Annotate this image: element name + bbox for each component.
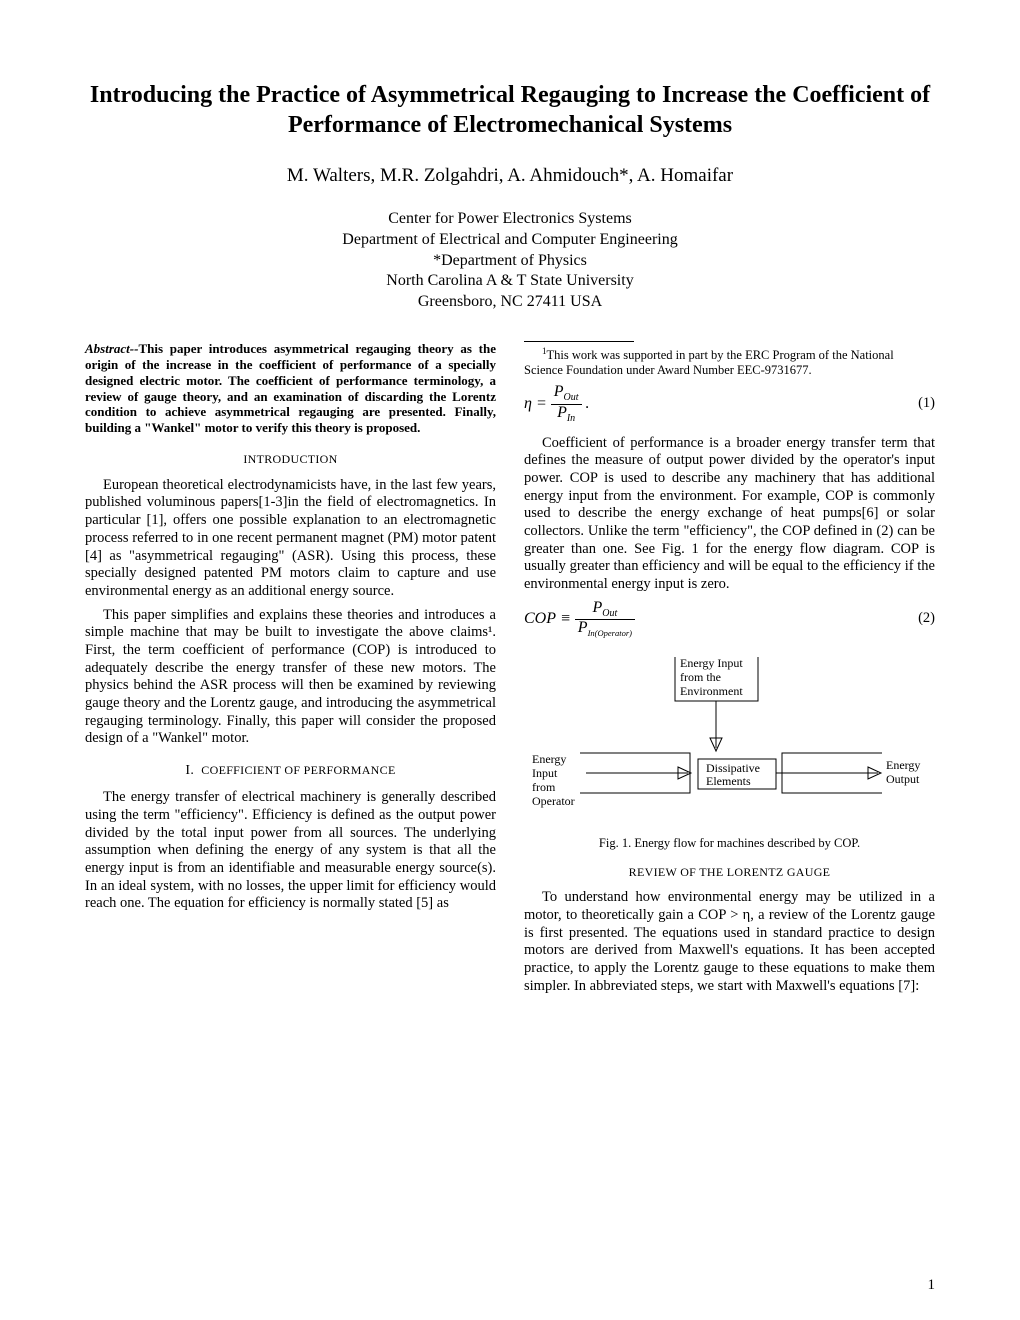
abstract-block: Abstract--This paper introduces asymmetr… [85, 341, 496, 436]
fig1-env-l1: Energy Input [680, 656, 743, 670]
equation-1-body: η = POutPIn . [524, 384, 590, 424]
section-title-cop: COEFFICIENT OF PERFORMANCE [201, 763, 395, 777]
fig1-box-l1: Dissipative [706, 761, 760, 775]
two-column-body: Abstract--This paper introduces asymmetr… [85, 341, 935, 996]
section-heading-lorentz: REVIEW OF THE LORENTZ GAUGE [524, 865, 935, 880]
fig1-box-l2: Elements [706, 774, 751, 788]
abstract-text: This paper introduces asymmetrical regau… [85, 341, 496, 435]
page-number: 1 [928, 1277, 936, 1294]
equation-2-number: (2) [918, 610, 935, 628]
section-num-1: I. [185, 763, 194, 778]
abstract-lead: Abstract-- [85, 341, 138, 356]
fig1-env-l2: from the [680, 670, 721, 684]
figure-1: Energy Input from the Environment Energy… [524, 653, 935, 851]
figure-1-caption: Fig. 1. Energy flow for machines describ… [524, 836, 935, 851]
section-heading-intro: INTRODUCTION [85, 452, 496, 467]
affiliation-l2: Department of Electrical and Computer En… [342, 231, 677, 248]
fig1-op-l3: from [532, 780, 556, 794]
intro-paragraph-2: This paper simplifies and explains these… [85, 607, 496, 749]
section-heading-cop: I. COEFFICIENT OF PERFORMANCE [85, 762, 496, 779]
authors-line: M. Walters, M.R. Zolgahdri, A. Ahmidouch… [85, 165, 935, 187]
affiliation-l3: *Department of Physics [433, 252, 587, 269]
fig1-op-l4: Operator [532, 794, 575, 808]
fig1-op-l2: Input [532, 766, 558, 780]
equation-2: COP ≡ POutPIn(Operator) (2) [524, 600, 935, 639]
intro-paragraph-1: European theoretical electrodynamicists … [85, 477, 496, 601]
footnote-block: 1This work was supported in part by the … [524, 341, 935, 378]
page-title: Introducing the Practice of Asymmetrical… [85, 80, 935, 140]
affiliation-l1: Center for Power Electronics Systems [388, 210, 632, 227]
affiliation-l5: Greensboro, NC 27411 USA [418, 293, 602, 310]
fig1-op-l1: Energy [532, 752, 566, 766]
affiliation-l4: North Carolina A & T State University [386, 272, 633, 289]
fig1-out-l1: Energy [886, 758, 920, 772]
footnote-rule [524, 341, 634, 342]
equation-1: η = POutPIn . (1) [524, 384, 935, 424]
cop-paragraph-1: The energy transfer of electrical machin… [85, 789, 496, 913]
figure-1-svg: Energy Input from the Environment Energy… [530, 653, 930, 828]
lorentz-paragraph-1: To understand how environmental energy m… [524, 889, 935, 995]
equation-2-body: COP ≡ POutPIn(Operator) [524, 600, 635, 639]
footnote-text: 1This work was supported in part by the … [524, 346, 935, 378]
affiliation-block: Center for Power Electronics Systems Dep… [85, 209, 935, 313]
equation-1-number: (1) [918, 395, 935, 413]
cop-paragraph-2: Coefficient of performance is a broader … [524, 435, 935, 594]
fig1-env-l3: Environment [680, 684, 743, 698]
fig1-out-l2: Output [886, 772, 920, 786]
